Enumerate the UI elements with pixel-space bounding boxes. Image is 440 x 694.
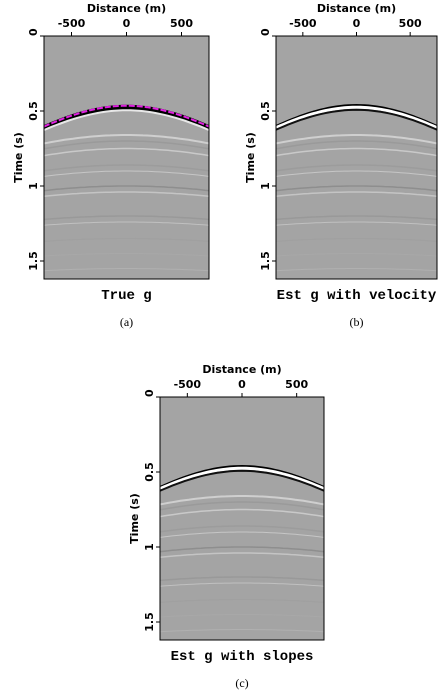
reflection (276, 268, 437, 272)
reflection (276, 185, 437, 192)
caption: (b) (350, 315, 364, 329)
y-tick-label: 0 (259, 28, 272, 36)
reflection (276, 164, 437, 172)
reflection (44, 185, 209, 192)
y-axis-label: Time (s) (244, 132, 257, 183)
reflection (44, 170, 209, 177)
y-axis-label: Time (s) (12, 132, 25, 183)
y-tick-label: 0.5 (143, 462, 156, 482)
reflection (44, 104, 209, 130)
reflection (276, 140, 437, 150)
reflection (44, 191, 209, 198)
reflection (44, 237, 209, 242)
reflection (276, 134, 437, 145)
reflection (160, 501, 324, 511)
reflection (44, 140, 209, 150)
y-tick-label: 0.5 (27, 101, 40, 121)
caption: (a) (120, 315, 133, 329)
y-tick-label: 0 (27, 28, 40, 36)
panel: Distance (m)-500 0 500 Time (s) 0 0.5 1 1.5 Est … (244, 2, 438, 329)
reflection (160, 525, 324, 533)
reflection (44, 215, 209, 221)
x-tick-label: 0 (238, 378, 246, 391)
reflection (276, 221, 437, 226)
reflection (44, 109, 209, 132)
y-tick-label: 1 (27, 182, 40, 190)
x-tick-label: 0 (353, 17, 361, 30)
panel-title: Est g with velocity (277, 288, 437, 304)
y-axis-label: Time (s) (128, 493, 141, 544)
x-axis-label: Distance (m) (87, 2, 166, 15)
reflection (160, 552, 324, 559)
reflection (160, 576, 324, 582)
x-tick-label: 500 (399, 17, 422, 30)
seismic-events (160, 464, 324, 633)
y-tick-label: 0.5 (259, 101, 272, 121)
reflection (160, 464, 324, 488)
reflection (160, 546, 324, 553)
y-tick-label: 1.5 (259, 251, 272, 271)
reflection (276, 108, 437, 131)
seismic-image (160, 397, 324, 640)
seismic-image (276, 36, 437, 279)
x-tick-label: -500 (174, 378, 202, 391)
x-tick-label: 500 (285, 378, 308, 391)
panel-title: True g (101, 288, 151, 304)
x-tick-label: -500 (289, 17, 317, 30)
x-tick-label: -500 (58, 17, 86, 30)
x-axis-label: Distance (m) (317, 2, 396, 15)
reflection (44, 268, 209, 272)
reflection (276, 237, 437, 242)
reflection (44, 147, 209, 157)
y-tick-label: 1.5 (27, 251, 40, 271)
panel: Distance (m)-500 0 500 Time (s) 0 0.5 1 1.5 Est … (128, 363, 325, 690)
y-tick-label: 0 (143, 389, 156, 397)
overlay-curve (44, 104, 209, 128)
reflection (276, 103, 437, 127)
seismic-events (44, 104, 209, 272)
reflection (276, 191, 437, 198)
x-tick-label: 500 (170, 17, 193, 30)
caption: (c) (235, 676, 248, 690)
reflection (276, 253, 437, 257)
reflection (160, 466, 324, 491)
reflection (276, 215, 437, 221)
reflection (44, 253, 209, 257)
seismic-image (44, 36, 209, 279)
y-tick-label: 1 (143, 543, 156, 551)
reflection (276, 170, 437, 177)
reflection (160, 629, 324, 633)
reflection (160, 469, 324, 492)
reflection (160, 508, 324, 518)
reflection (276, 147, 437, 157)
reflection (160, 614, 324, 618)
panel-title: Est g with slopes (171, 649, 314, 665)
reflection (160, 598, 324, 603)
reflection (44, 134, 209, 145)
reflection (160, 531, 324, 538)
reflection (160, 495, 324, 506)
seismic-events (276, 103, 437, 272)
reflection (44, 221, 209, 226)
panel: Distance (m)-500 0 500 Time (s) 0 0.5 1 1.5 True… (12, 2, 210, 329)
x-tick-label: 0 (123, 17, 131, 30)
reflection (160, 582, 324, 587)
reflection (44, 164, 209, 172)
y-tick-label: 1.5 (143, 612, 156, 632)
x-axis-label: Distance (m) (202, 363, 281, 376)
reflection (276, 105, 437, 130)
y-tick-label: 1 (259, 182, 272, 190)
